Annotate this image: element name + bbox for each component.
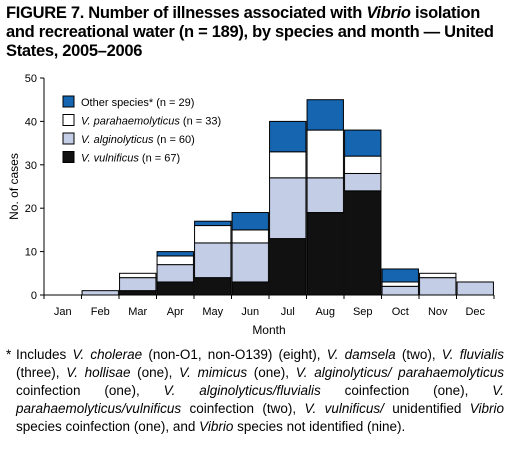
footnote-run: V. mimicus	[179, 365, 248, 380]
x-tick-label: Jun	[241, 306, 259, 318]
footnote-run: V. alginolyticus/ parahaemolyticus	[295, 365, 504, 380]
bar-segment	[231, 281, 269, 296]
x-tick-label: May	[202, 306, 223, 318]
bar-segment	[194, 220, 232, 227]
legend-series-count: (n = 67)	[139, 153, 180, 165]
x-tick-label: Sep	[353, 306, 373, 318]
x-axis-title: Month	[252, 323, 285, 337]
y-axis-title: No. of cases	[7, 153, 21, 220]
bar-segment	[194, 277, 232, 296]
bar-segment	[81, 290, 119, 296]
legend-series-name: V. alginolyticus	[81, 134, 154, 146]
bar-segment	[306, 212, 344, 296]
bar-segment	[306, 129, 344, 179]
x-tick-label: Jul	[281, 306, 295, 318]
bar-segment	[269, 238, 307, 296]
figure-title: FIGURE 7. Number of illnesses associated…	[6, 4, 494, 60]
bar-segment	[156, 264, 194, 283]
footnote-run: V. vulnificus/	[304, 401, 384, 416]
bar-segment	[381, 285, 419, 296]
bar-segment	[381, 281, 419, 287]
bar-segment	[269, 177, 307, 240]
x-tick-label: Aug	[315, 306, 335, 318]
bar-segment	[306, 99, 344, 131]
bar-segment	[156, 281, 194, 296]
footnote-run: (one),	[247, 365, 296, 380]
footnote-run: V. damsela	[326, 347, 396, 362]
footnote-run: coinfection (one),	[320, 383, 493, 398]
bar-segment	[456, 281, 494, 296]
legend-swatch	[62, 132, 75, 145]
bar-segment	[344, 172, 382, 192]
x-tick-label: Apr	[167, 306, 184, 318]
bar-segment	[344, 155, 382, 174]
x-tick-label: Nov	[428, 306, 448, 318]
footnote-run: Vibrio	[469, 401, 505, 416]
legend-swatch	[62, 114, 75, 126]
footnote-run: V. parahaemolyticus/vulnificus	[16, 383, 505, 416]
y-tick-label: 50	[25, 73, 37, 85]
y-tick-label: 40	[25, 116, 37, 128]
footnote-run: unidentified	[383, 401, 470, 416]
bar-segment	[419, 277, 457, 296]
footnote-run: Includes	[16, 347, 73, 362]
footnote-run: species coinfection (one), and	[16, 419, 200, 434]
footnote-run: coinfection (two),	[181, 401, 305, 416]
bar-segment	[344, 129, 382, 157]
y-tick-label: 0	[31, 290, 37, 302]
footnote-run: coinfection (one),	[16, 383, 164, 398]
bar-segment	[381, 268, 419, 283]
footnote-run: (one),	[130, 365, 180, 380]
legend-series-name: V. parahaemolyticus	[81, 116, 180, 128]
x-tick-label: Dec	[465, 306, 485, 318]
footnote-run: species not identified (nine).	[233, 419, 406, 434]
x-tick-label: Mar	[128, 306, 147, 318]
bar-segment	[306, 177, 344, 214]
bar-segment	[119, 272, 157, 279]
legend-label: Other species* (n = 29)	[81, 97, 194, 109]
y-tick-label: 30	[25, 160, 37, 172]
footnote-run: V. alginolyticus/fluvialis	[163, 383, 321, 398]
footnote-run: V. hollisae	[66, 365, 131, 380]
footnote-run: Vibrio	[199, 419, 234, 434]
legend-label: V. parahaemolyticus (n = 33)	[81, 116, 221, 128]
bar-segment	[344, 190, 382, 296]
legend-series-count: (n = 29)	[153, 97, 194, 109]
legend-swatch	[62, 95, 75, 108]
x-tick-label: Jan	[54, 306, 72, 318]
bar-segment	[194, 225, 232, 244]
bar-segment	[231, 212, 269, 231]
footnote-run: (non-O1, non-O139) (eight),	[142, 347, 327, 362]
footnote-marker: *	[6, 347, 12, 362]
bar-segment	[231, 229, 269, 244]
x-tick-label: Feb	[91, 306, 110, 318]
legend-series-name: V. vulnificus	[81, 153, 139, 165]
footnote-run: V. fluvialis	[441, 347, 504, 362]
legend-series-count: (n = 60)	[154, 134, 195, 146]
y-tick-label: 20	[25, 203, 37, 215]
footnote-text: Includes V. cholerae (non-O1, non-O139) …	[6, 346, 504, 436]
footnote-run: (three),	[16, 365, 67, 380]
stacked-bar-chart: 0 10 20 30 40 50 Jan Feb Mar Apr May Jun Jul Aug Sep Oc…	[7, 73, 495, 337]
legend-series-name: Other species*	[81, 97, 154, 109]
footnote: * Includes V. cholerae (non-O1, non-O139…	[6, 346, 504, 436]
footnote-run: V. cholerae	[72, 347, 143, 362]
y-tick-label: 10	[25, 247, 37, 259]
legend-label: V. vulnificus (n = 67)	[81, 153, 180, 165]
bar-segment	[119, 277, 157, 292]
bar-segment	[231, 242, 269, 283]
bar-segment	[156, 255, 194, 266]
legend-swatch	[62, 151, 75, 163]
bar-segment	[419, 272, 457, 279]
legend-series-count: (n = 33)	[180, 116, 221, 128]
bar-segment	[269, 120, 307, 153]
bar-segment	[119, 290, 157, 296]
bar-segment	[194, 242, 232, 279]
bar-segment	[156, 251, 194, 257]
footnote-run: (two),	[395, 347, 442, 362]
legend-label: V. alginolyticus (n = 60)	[81, 134, 195, 146]
x-tick-label: Oct	[392, 306, 409, 318]
bar-segment	[269, 151, 307, 179]
